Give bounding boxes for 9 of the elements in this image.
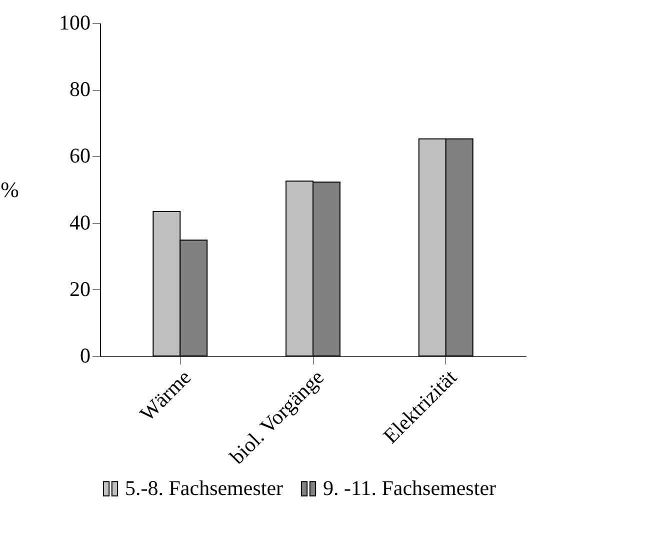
y-tick-label: 100 (59, 10, 90, 34)
y-axis-title: % (0, 177, 19, 202)
legend-label: 5.-8. Fachsemester (125, 476, 284, 500)
y-tick-label: 20 (70, 276, 90, 301)
y-tick-label: 40 (70, 210, 90, 234)
y-tick-label: 60 (70, 144, 90, 168)
y-tick-label: 80 (70, 77, 90, 102)
y-tick-label: 0 (80, 344, 90, 368)
legend-label: 9. -11. Fachsemester (323, 476, 496, 500)
